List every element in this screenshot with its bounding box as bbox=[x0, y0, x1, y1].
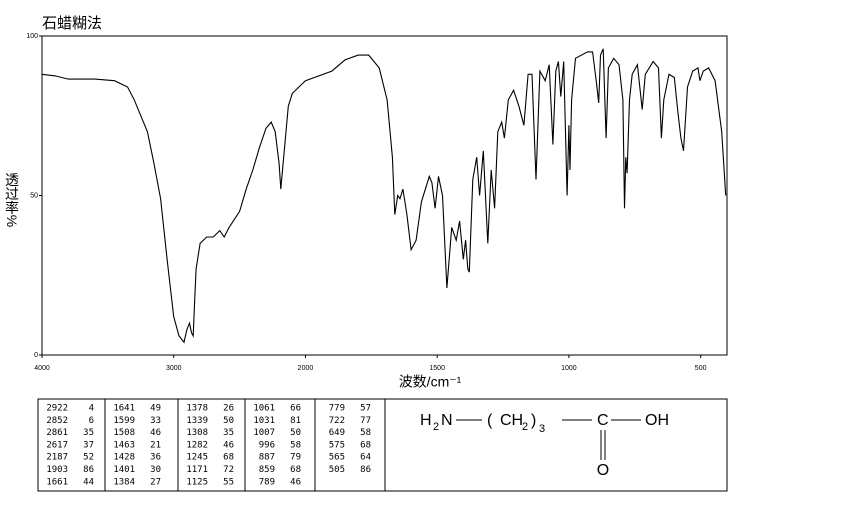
transmittance: 52 bbox=[83, 453, 94, 463]
subscript: 2 bbox=[433, 421, 439, 433]
transmittance: 58 bbox=[290, 440, 301, 450]
structure: H 2 N ( CH 2 ) 3 C OH O bbox=[420, 412, 669, 479]
wavenumber: 1428 bbox=[113, 453, 135, 463]
transmittance: 64 bbox=[360, 453, 371, 463]
wavenumber: 722 bbox=[329, 416, 345, 426]
spectrum-line bbox=[41, 48, 727, 344]
wavenumber: 1308 bbox=[186, 428, 208, 438]
wavenumber: 2187 bbox=[46, 453, 68, 463]
wavenumber: 859 bbox=[259, 465, 275, 475]
transmittance: 66 bbox=[290, 404, 301, 414]
transmittance: 35 bbox=[223, 428, 234, 438]
wavenumber: 2922 bbox=[46, 404, 68, 414]
transmittance: 4 bbox=[89, 404, 94, 414]
transmittance: 68 bbox=[290, 465, 301, 475]
atom: OH bbox=[645, 412, 669, 429]
wavenumber: 1384 bbox=[113, 477, 135, 487]
wavenumber: 1031 bbox=[253, 416, 275, 426]
transmittance: 50 bbox=[290, 428, 301, 438]
transmittance: 46 bbox=[150, 428, 161, 438]
transmittance: 26 bbox=[223, 404, 234, 414]
x-tick-label: 1000 bbox=[561, 365, 577, 372]
wavenumber: 1061 bbox=[253, 404, 275, 414]
transmittance: 77 bbox=[360, 416, 371, 426]
wavenumber: 887 bbox=[259, 453, 275, 463]
wavenumber: 1903 bbox=[46, 465, 68, 475]
wavenumber: 1599 bbox=[113, 416, 135, 426]
group: CH bbox=[500, 412, 523, 429]
table-dividers bbox=[104, 399, 386, 491]
transmittance: 86 bbox=[360, 465, 371, 475]
transmittance: 79 bbox=[290, 453, 301, 463]
wavenumber: 996 bbox=[259, 440, 275, 450]
transmittance: 58 bbox=[360, 428, 371, 438]
table-frame bbox=[37, 398, 728, 492]
x-tick-label: 3000 bbox=[166, 365, 182, 372]
transmittance: 27 bbox=[150, 477, 161, 487]
transmittance: 37 bbox=[83, 440, 94, 450]
transmittance: 30 bbox=[150, 465, 161, 475]
transmittance: 55 bbox=[223, 477, 234, 487]
wavenumber: 1508 bbox=[113, 428, 135, 438]
wavenumber: 779 bbox=[329, 404, 345, 414]
transmittance: 33 bbox=[150, 416, 161, 426]
transmittance: 21 bbox=[150, 440, 161, 450]
wavenumber: 1661 bbox=[46, 477, 68, 487]
atom: H bbox=[420, 412, 432, 429]
y-tick-label: 0 bbox=[34, 352, 38, 359]
transmittance: 6 bbox=[89, 416, 94, 426]
wavenumber: 2861 bbox=[46, 428, 68, 438]
subscript: 3 bbox=[539, 423, 545, 435]
wavenumber: 1171 bbox=[186, 465, 208, 475]
x-tick-label: 4000 bbox=[34, 365, 50, 372]
wavenumber: 1125 bbox=[186, 477, 208, 487]
wavenumber: 2617 bbox=[46, 440, 68, 450]
peak-table: 2922 4 2852 6 2861 35 2617 37 2187 52 1903 86 1661 44… bbox=[46, 404, 371, 488]
wavenumber: 505 bbox=[329, 465, 345, 475]
wavenumber: 1339 bbox=[186, 416, 208, 426]
transmittance: 49 bbox=[150, 404, 161, 414]
transmittance: 86 bbox=[83, 465, 94, 475]
wavenumber: 1641 bbox=[113, 404, 135, 414]
wavenumber: 2852 bbox=[46, 416, 68, 426]
x-tick-label: 500 bbox=[695, 365, 707, 372]
wavenumber: 1007 bbox=[253, 428, 275, 438]
y-axis-label: 透过率% bbox=[4, 173, 20, 227]
x-axis-label: 波数/cm⁻¹ bbox=[399, 374, 462, 390]
x-tick-label: 1500 bbox=[429, 365, 445, 372]
transmittance: 68 bbox=[223, 453, 234, 463]
wavenumber: 1401 bbox=[113, 465, 135, 475]
x-tick-label: 2000 bbox=[298, 365, 314, 372]
atom: N bbox=[441, 412, 453, 429]
transmittance: 81 bbox=[290, 416, 301, 426]
transmittance: 50 bbox=[223, 416, 234, 426]
wavenumber: 1463 bbox=[113, 440, 135, 450]
wavenumber: 1245 bbox=[186, 453, 208, 463]
transmittance: 68 bbox=[360, 440, 371, 450]
wavenumber: 575 bbox=[329, 440, 345, 450]
wavenumber: 565 bbox=[329, 453, 345, 463]
y-tick-label: 50 bbox=[30, 192, 38, 199]
wavenumber: 1378 bbox=[186, 404, 208, 414]
wavenumber: 789 bbox=[259, 477, 275, 487]
subscript: 2 bbox=[522, 421, 528, 433]
transmittance: 35 bbox=[83, 428, 94, 438]
y-tick-label: 100 bbox=[26, 33, 38, 40]
transmittance: 36 bbox=[150, 453, 161, 463]
transmittance: 72 bbox=[223, 465, 234, 475]
transmittance: 57 bbox=[360, 404, 371, 414]
paren: ( bbox=[487, 412, 493, 429]
wavenumber: 649 bbox=[329, 428, 345, 438]
atom: C bbox=[597, 412, 609, 429]
plot-marks: 4000 3000 2000 1500 1000 500 0 50 100 bbox=[26, 33, 727, 372]
atom: O bbox=[597, 462, 609, 479]
paren: ) bbox=[531, 412, 536, 429]
transmittance: 46 bbox=[290, 477, 301, 487]
transmittance: 46 bbox=[223, 440, 234, 450]
wavenumber: 1282 bbox=[186, 440, 208, 450]
transmittance: 44 bbox=[83, 477, 94, 487]
chart-title: 石蜡糊法 bbox=[42, 15, 102, 32]
